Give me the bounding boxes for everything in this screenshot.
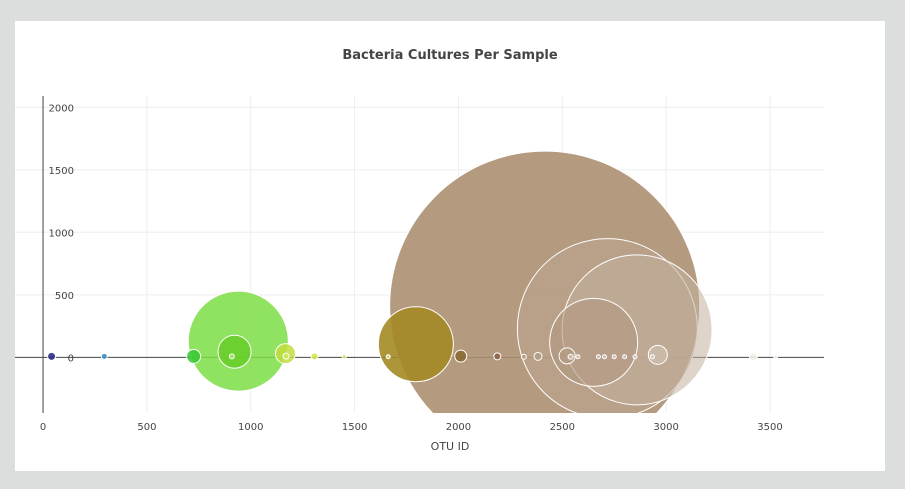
bubble-point[interactable] — [47, 351, 57, 361]
y-tick-label: 0 — [68, 353, 74, 364]
y-tick-label: 2000 — [49, 103, 74, 114]
x-tick-label: 1000 — [238, 422, 263, 433]
bubble-point[interactable] — [100, 352, 108, 360]
bubble-point[interactable] — [454, 349, 468, 363]
bubble-point[interactable] — [622, 354, 628, 360]
bubble-point[interactable] — [385, 354, 391, 360]
bubble-point[interactable] — [217, 334, 252, 369]
bubble-point[interactable] — [558, 347, 576, 365]
bubble-chart: 0 500 1000 1500 2000 2500 3000 3500 0 500 1000 1500… — [15, 48, 824, 453]
bubbles — [47, 150, 779, 413]
bubble-point[interactable] — [748, 352, 758, 362]
bubble-point[interactable] — [649, 354, 655, 360]
bubble-point[interactable] — [549, 297, 639, 387]
bubble-point[interactable] — [567, 353, 574, 360]
tick-labels: 0 500 1000 1500 2000 2500 3000 3500 0 500 1000 1500… — [40, 103, 783, 433]
bubble-point[interactable] — [575, 354, 581, 360]
x-tick-label: 2500 — [550, 422, 575, 433]
bubble-point[interactable] — [520, 353, 527, 360]
y-tick-label: 500 — [55, 291, 74, 302]
x-tick-label: 3500 — [757, 422, 782, 433]
x-tick-label: 500 — [137, 422, 156, 433]
bubble-point[interactable] — [595, 354, 601, 360]
bubble-point[interactable] — [310, 352, 319, 361]
x-tick-label: 1500 — [342, 422, 367, 433]
bubble-point[interactable] — [632, 354, 638, 360]
bubble-point[interactable] — [282, 352, 290, 360]
chart-title: Bacteria Cultures Per Sample — [342, 48, 558, 63]
x-tick-label: 2000 — [446, 422, 471, 433]
bubble-point[interactable] — [228, 353, 235, 360]
bubble-point[interactable] — [647, 344, 668, 365]
chart-card: 0 500 1000 1500 2000 2500 3000 3500 0 500 1000 1500… — [15, 21, 885, 471]
bubble-point[interactable] — [377, 306, 454, 383]
bubble-point[interactable] — [611, 354, 617, 360]
bubble-point[interactable] — [533, 351, 543, 361]
x-tick-label: 3000 — [653, 422, 678, 433]
y-tick-label: 1000 — [49, 228, 74, 239]
x-axis-title: OTU ID — [431, 440, 470, 453]
x-tick-label: 0 — [40, 422, 46, 433]
bubble-point[interactable] — [601, 354, 607, 360]
y-tick-label: 1500 — [49, 166, 74, 177]
bubble-point[interactable] — [493, 352, 502, 361]
bubble-point[interactable] — [186, 348, 202, 364]
bubble-point[interactable] — [773, 354, 779, 360]
bubble-point[interactable] — [341, 354, 347, 360]
